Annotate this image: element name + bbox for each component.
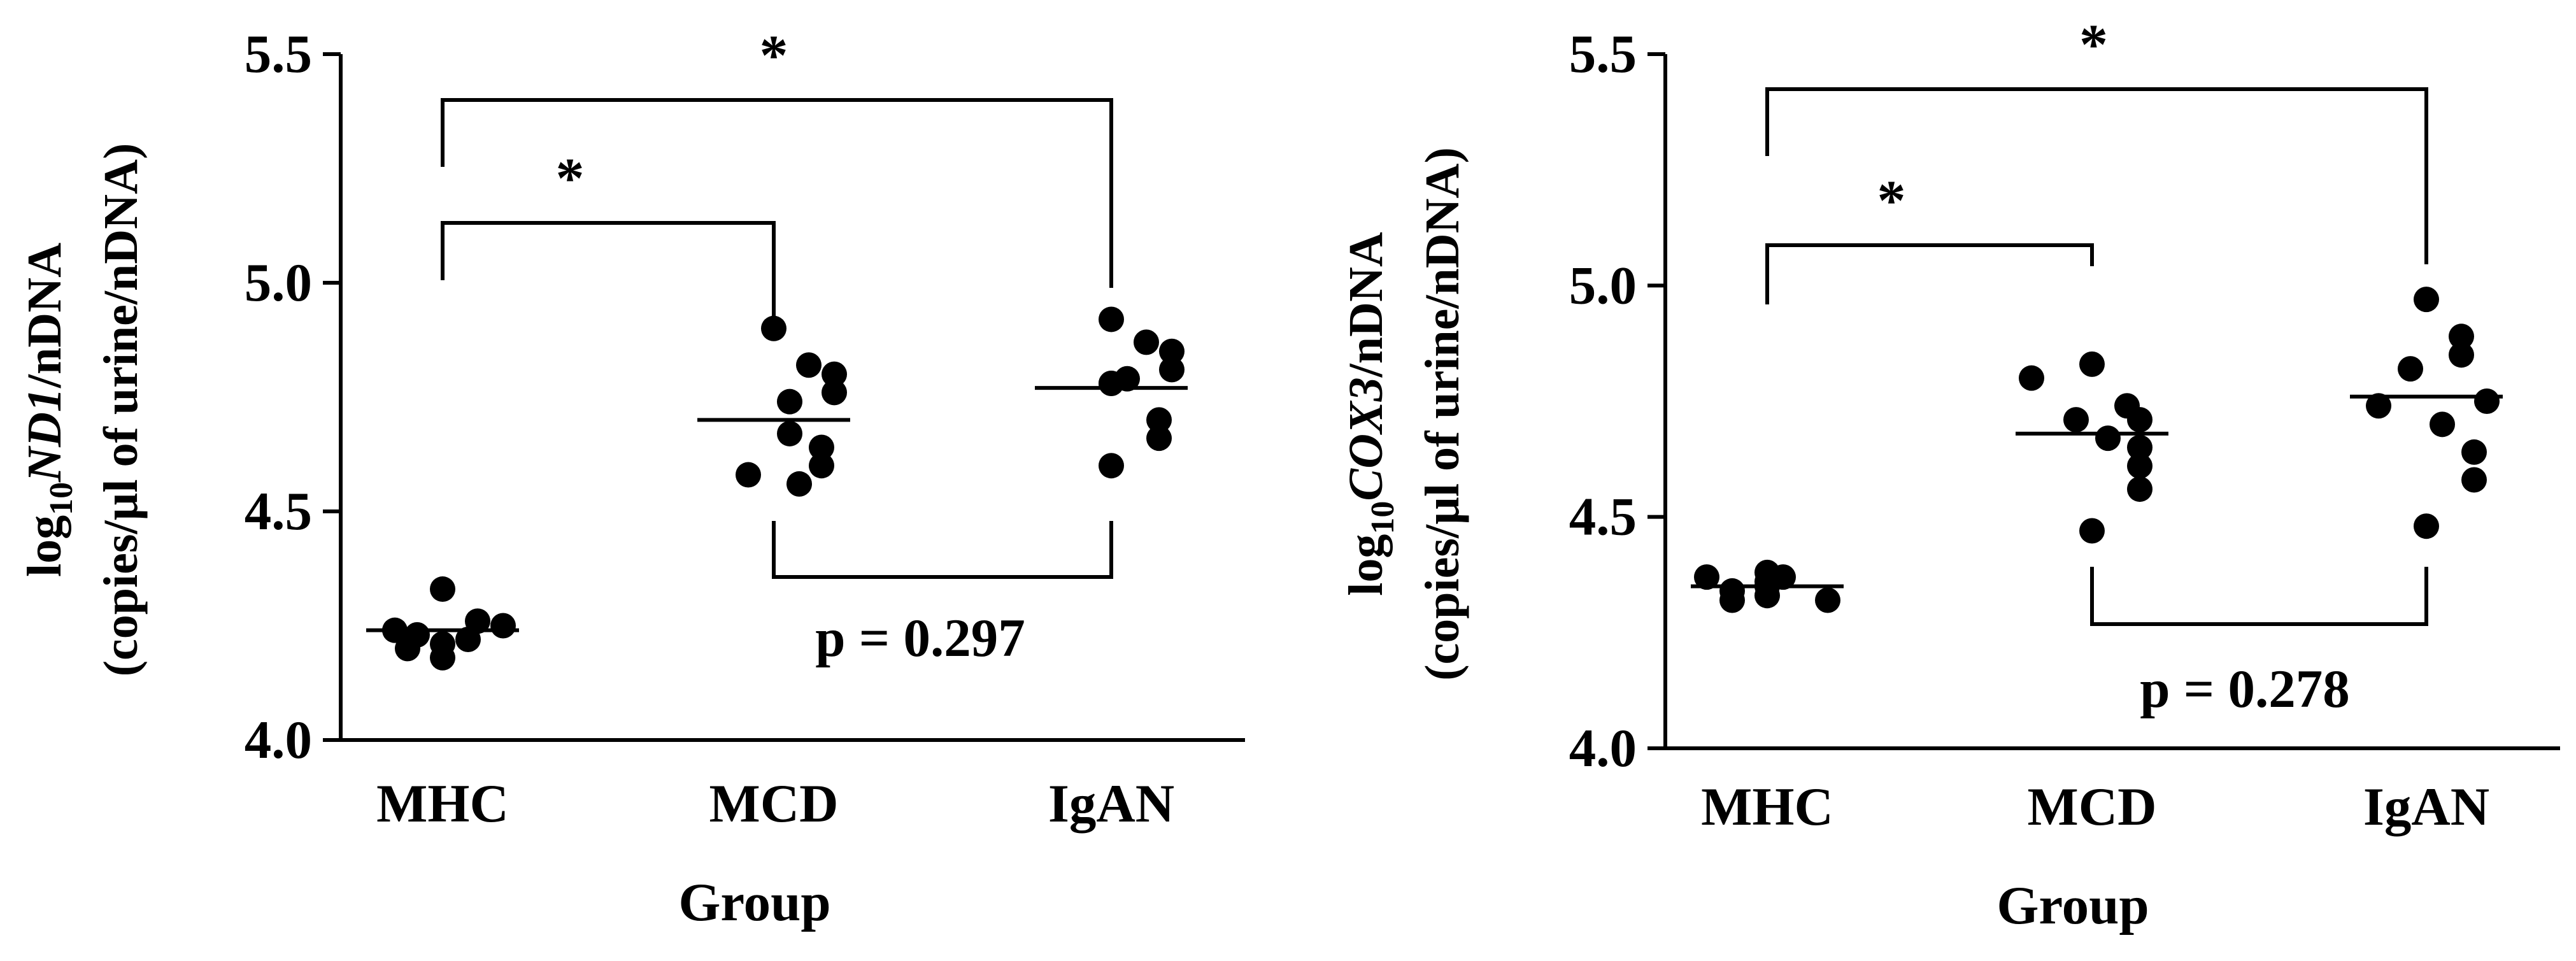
y-tick-label: 4.5 (245, 481, 312, 541)
data-point (2127, 407, 2153, 433)
data-point (2366, 393, 2391, 419)
x-category-label: MHC (1701, 777, 1833, 837)
p-value-label: p = 0.297 (815, 608, 1025, 668)
sig-star: * (556, 147, 585, 210)
data-point (777, 420, 802, 446)
data-point (2079, 351, 2105, 377)
data-point (777, 388, 802, 415)
data-point (822, 361, 847, 387)
x-axis-title: Group (1996, 876, 2149, 936)
data-point (2414, 513, 2439, 539)
data-point (796, 352, 822, 378)
data-point (2127, 434, 2153, 460)
data-point (1754, 583, 1780, 609)
data-point (2398, 356, 2423, 382)
data-point (822, 380, 847, 406)
data-point (2430, 411, 2455, 438)
y-axis-title-line2: (copies/µl of urine/nDNA) (1416, 147, 1469, 681)
sig-bracket-mhc-mcd (441, 221, 776, 338)
data-point (395, 636, 420, 662)
sig-star: * (1877, 169, 1906, 232)
y-tick-label: 5.5 (245, 24, 312, 84)
data-point (1134, 329, 1159, 355)
x-category-label: MCD (2028, 777, 2157, 837)
y-axis-title-line2: (copies/µl of urine/nDNA) (94, 143, 148, 677)
data-point (1099, 453, 1124, 479)
y-axis-title-line1: log10ND1/nDNA (18, 243, 80, 577)
data-point (2449, 324, 2474, 350)
data-point (2461, 467, 2487, 493)
data-point (1159, 338, 1185, 364)
data-point (2063, 407, 2089, 433)
data-point (2127, 453, 2153, 479)
data-point (736, 462, 761, 488)
data-point (1099, 370, 1124, 396)
data-point (809, 434, 834, 460)
data-point (2127, 476, 2153, 502)
data-point (809, 453, 834, 479)
data-point (455, 627, 481, 653)
x-category-label: MHC (376, 774, 509, 834)
data-point (2461, 439, 2487, 465)
p-value-label: p = 0.278 (2140, 659, 2349, 719)
data-point (2474, 388, 2500, 414)
data-point (2414, 287, 2439, 313)
data-point (2019, 365, 2044, 391)
y-tick-label: 4.0 (1569, 718, 1637, 778)
data-point (1146, 425, 1172, 452)
data-point (1159, 357, 1185, 383)
data-point (430, 576, 455, 602)
y-tick-label: 5.5 (1569, 24, 1637, 84)
data-point (1815, 587, 1840, 613)
y-tick-label: 5.0 (245, 253, 312, 313)
sig-bracket-mhc-mcd (1765, 243, 2094, 304)
data-point (1099, 306, 1124, 332)
chart-panel-2: 4.0 4.5 5.0 5.5 MHC MCD IgAN Group log10COX3/nDN… (1339, 13, 2560, 936)
x-axis-title: Group (678, 872, 830, 932)
data-point (1694, 564, 1719, 590)
sig-bracket-mhc-igan (441, 98, 1113, 288)
sig-star: * (760, 24, 788, 87)
sig-star: * (2079, 13, 2108, 76)
data-point (490, 613, 516, 639)
data-point (1719, 587, 1745, 613)
y-tick-label: 5.0 (1569, 255, 1637, 315)
chart-panel-1: 4.0 4.5 5.0 5.5 MHC MCD IgAN Group log10ND1/nDNA… (18, 24, 1245, 932)
x-category-label: MCD (709, 774, 839, 834)
data-point (430, 644, 455, 671)
y-tick-label: 4.5 (1569, 487, 1637, 547)
data-point (2079, 518, 2105, 544)
y-axis-title-line1: log10COX3/nDNA (1339, 232, 1401, 596)
x-category-label: IgAN (2363, 777, 2489, 837)
data-point (2095, 425, 2121, 452)
data-point (786, 471, 812, 497)
y-tick-label: 4.0 (245, 710, 312, 770)
ns-bracket-mcd-igan (2090, 567, 2428, 626)
x-category-label: IgAN (1048, 774, 1174, 834)
data-point (1146, 407, 1172, 433)
sig-bracket-mhc-igan (1765, 87, 2428, 264)
data-point (2449, 342, 2474, 368)
ns-bracket-mcd-igan (772, 521, 1113, 579)
